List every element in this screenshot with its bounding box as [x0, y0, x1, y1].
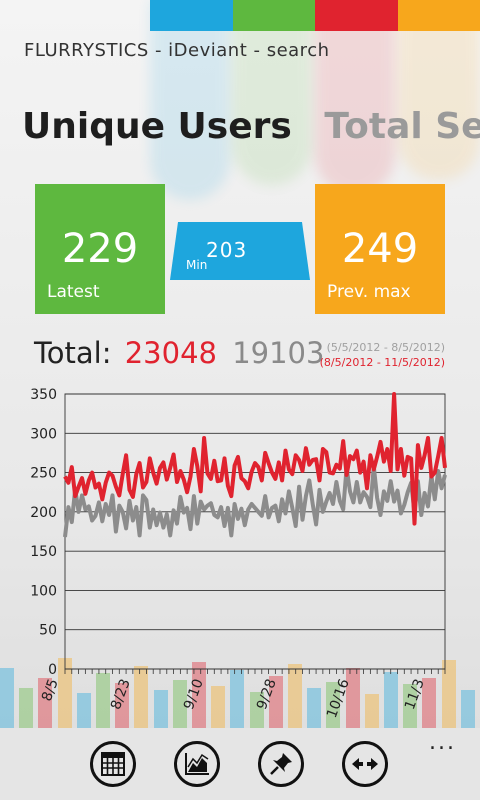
- y-tick-label: 100: [30, 583, 57, 599]
- series-line-current: [63, 392, 447, 526]
- previous-range: (5/5/2012 - 8/5/2012): [326, 341, 445, 354]
- background-bar: [326, 682, 341, 728]
- x-tick-label: 8/23: [108, 677, 134, 712]
- background-bar: [249, 692, 264, 728]
- total-current: 23048: [124, 336, 217, 370]
- prev-max-tile: 249 Prev. max: [315, 184, 445, 314]
- background-bar: [115, 683, 130, 728]
- y-tick-label: 150: [30, 544, 57, 560]
- pivot-item-unique-users[interactable]: Unique Users: [22, 106, 292, 147]
- min-value: 203: [206, 238, 248, 262]
- y-tick-label: 350: [30, 387, 57, 403]
- pivot-item-total-sessions[interactable]: Total Sessions: [324, 106, 480, 147]
- totals-row: Total: 23048 19103: [34, 336, 324, 370]
- x-tick-label: 11/3: [402, 677, 428, 712]
- min-tile-shape: [170, 222, 310, 280]
- app-bar: ...: [0, 728, 480, 800]
- calendar-grid-icon: [101, 752, 125, 776]
- line-chart-icon: [185, 753, 209, 775]
- background-bar: [153, 690, 168, 728]
- latest-tile: 229 Latest: [35, 184, 165, 314]
- background-bar: [345, 668, 360, 728]
- date-ranges: (5/5/2012 - 8/5/2012) (8/5/2012 - 11/5/2…: [320, 340, 445, 370]
- y-tick-label: 300: [30, 426, 57, 442]
- background-bar: [422, 678, 437, 728]
- unique-users-chart: 0 50 100 150 200 250 300 350 8/5 8/23 9/10 9/28 10/…: [30, 387, 447, 720]
- y-tick-label: 200: [30, 505, 57, 521]
- current-range: (8/5/2012 - 11/5/2012): [319, 356, 445, 369]
- latest-value: 229: [61, 226, 139, 272]
- background-bar: [441, 660, 456, 728]
- background-bar: [38, 678, 53, 728]
- background-bar: [134, 666, 149, 728]
- prev-max-value: 249: [341, 226, 419, 272]
- background-bar: [307, 688, 322, 728]
- min-label: Min: [186, 258, 208, 272]
- prev-max-label: Prev. max: [327, 282, 411, 302]
- x-tick-label: 10/16: [324, 677, 353, 720]
- y-tick-label: 50: [39, 623, 57, 639]
- x-tick-label: 9/28: [254, 677, 280, 712]
- background-bar: [288, 664, 302, 728]
- background-bar: [0, 668, 14, 728]
- background-bar: [403, 684, 418, 728]
- calendar-grid-button[interactable]: [90, 741, 136, 787]
- app-title: FLURRYSTICS - iDeviant - search: [24, 40, 330, 61]
- background-bar: [76, 693, 91, 728]
- background-bar: [460, 690, 475, 728]
- background-bar: [192, 662, 206, 728]
- latest-label: Latest: [47, 282, 100, 302]
- x-tick-label: 9/10: [181, 677, 207, 712]
- total-label: Total:: [34, 336, 112, 370]
- pivot-header: Unique Users Total Sessions: [22, 106, 480, 147]
- y-tick-label: 250: [30, 466, 57, 482]
- total-previous: 19103: [232, 336, 325, 370]
- pin-button[interactable]: [258, 741, 304, 787]
- background-bar: [230, 670, 245, 728]
- pin-icon: [270, 753, 292, 775]
- series-line-previous: [63, 464, 447, 538]
- background-bar: [364, 694, 379, 728]
- y-tick-label: 0: [48, 662, 57, 678]
- background-bar: [384, 672, 398, 728]
- background-bar: [172, 680, 187, 728]
- background-bar: [96, 673, 110, 728]
- swap-arrows-icon: [352, 758, 378, 770]
- line-chart-button[interactable]: [174, 741, 220, 787]
- background-bar: [57, 658, 72, 728]
- min-tile: 203 Min: [170, 222, 310, 280]
- more-button[interactable]: ...: [429, 730, 456, 755]
- background-bar: [268, 676, 283, 728]
- background-bar: [19, 688, 34, 728]
- plot-frame: [64, 393, 446, 670]
- background-bar: [211, 686, 226, 728]
- x-tick-label: 8/5: [39, 677, 62, 704]
- color-strip: [150, 0, 480, 31]
- swap-arrows-button[interactable]: [342, 741, 388, 787]
